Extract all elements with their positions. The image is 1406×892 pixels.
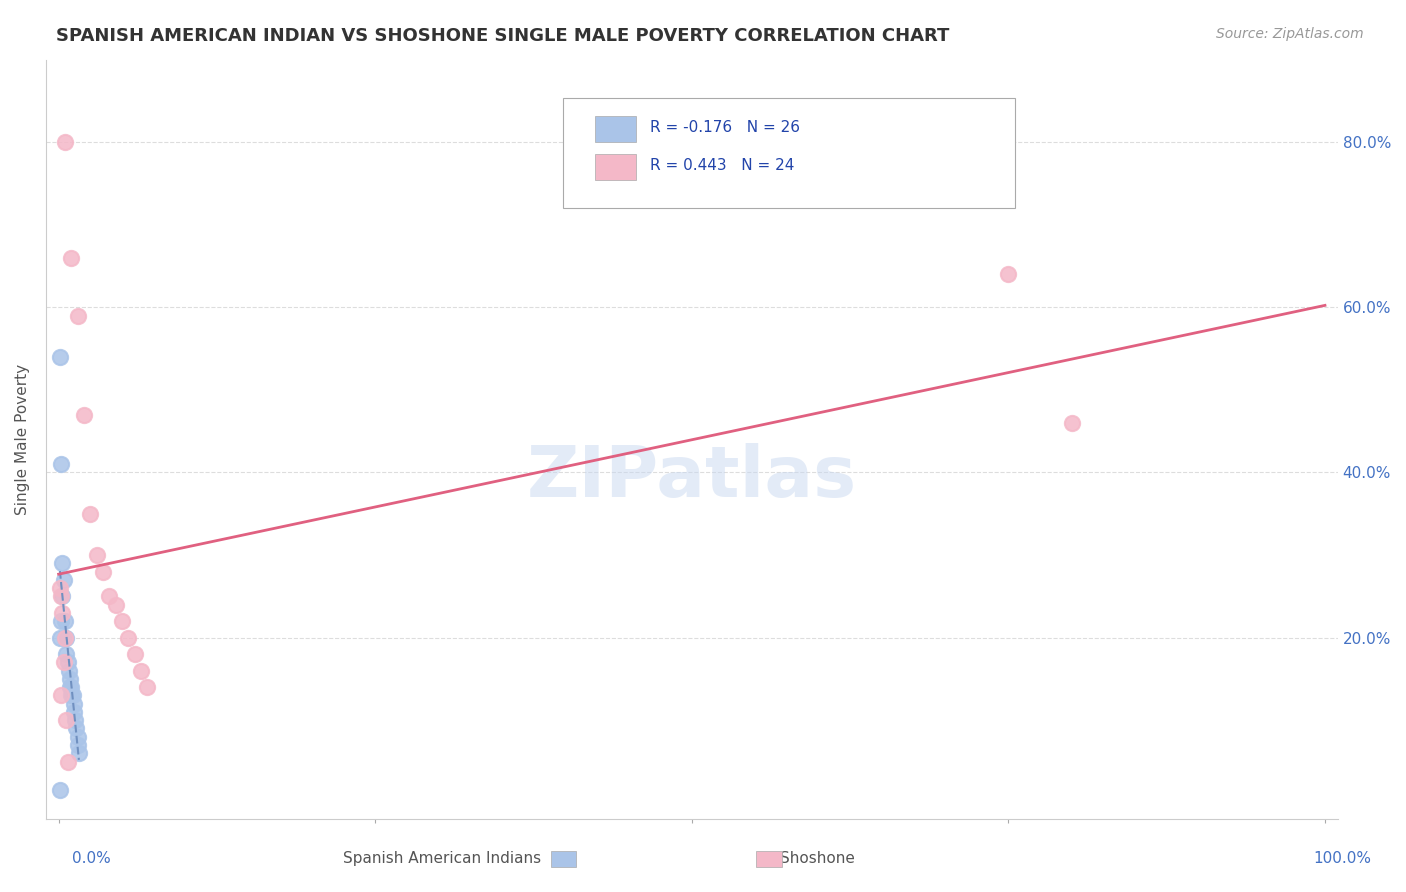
Point: [56, 755, 79, 769]
Point: [1060, 416, 1083, 430]
Point: [51, 557, 73, 571]
Point: [49, 581, 72, 595]
Point: [52, 573, 75, 587]
FancyBboxPatch shape: [562, 97, 1015, 208]
Point: [58, 664, 80, 678]
Point: [59, 672, 82, 686]
Point: [67, 746, 90, 760]
Point: [91, 565, 114, 579]
Point: [49, 631, 72, 645]
Y-axis label: Single Male Poverty: Single Male Poverty: [15, 364, 30, 515]
Text: Source: ZipAtlas.com: Source: ZipAtlas.com: [1216, 27, 1364, 41]
Point: [79, 507, 101, 521]
Point: [104, 598, 127, 612]
Point: [60, 680, 83, 694]
Point: [66, 309, 89, 323]
Point: [52, 656, 75, 670]
Point: [66, 730, 89, 744]
Point: [55, 631, 77, 645]
Point: [49, 783, 72, 797]
Point: [65, 722, 87, 736]
Point: [63, 697, 86, 711]
Point: [62, 689, 84, 703]
Point: [63, 705, 86, 719]
FancyBboxPatch shape: [595, 153, 637, 179]
Point: [86, 548, 108, 562]
FancyBboxPatch shape: [595, 116, 637, 142]
Point: [51, 614, 73, 628]
Point: [66, 738, 89, 752]
Point: [59, 680, 82, 694]
Text: 100.0%: 100.0%: [1313, 851, 1372, 865]
Point: [111, 614, 134, 628]
Point: [53, 614, 76, 628]
Point: [63, 713, 86, 727]
Point: [51, 590, 73, 604]
Text: SPANISH AMERICAN INDIAN VS SHOSHONE SINGLE MALE POVERTY CORRELATION CHART: SPANISH AMERICAN INDIAN VS SHOSHONE SING…: [56, 27, 949, 45]
Text: Spanish American Indians: Spanish American Indians: [343, 851, 541, 865]
Text: 0.0%: 0.0%: [72, 851, 111, 865]
Point: [51, 457, 73, 471]
Point: [56, 656, 79, 670]
Text: R = -0.176   N = 26: R = -0.176 N = 26: [651, 120, 800, 136]
Point: [73, 408, 96, 422]
Point: [60, 689, 83, 703]
Point: [53, 631, 76, 645]
Point: [53, 631, 76, 645]
Text: R = 0.443   N = 24: R = 0.443 N = 24: [651, 159, 794, 173]
Point: [60, 251, 83, 265]
Point: [49, 350, 72, 364]
Point: [129, 664, 152, 678]
Point: [136, 680, 159, 694]
Point: [51, 606, 73, 620]
Point: [117, 631, 139, 645]
Point: [997, 268, 1019, 282]
Point: [124, 647, 146, 661]
Text: Shoshone: Shoshone: [780, 851, 855, 865]
Point: [51, 590, 73, 604]
Text: ZIPatlas: ZIPatlas: [527, 443, 856, 512]
Point: [53, 135, 76, 149]
Point: [55, 647, 77, 661]
Point: [55, 713, 77, 727]
Point: [51, 689, 73, 703]
Point: [98, 590, 121, 604]
